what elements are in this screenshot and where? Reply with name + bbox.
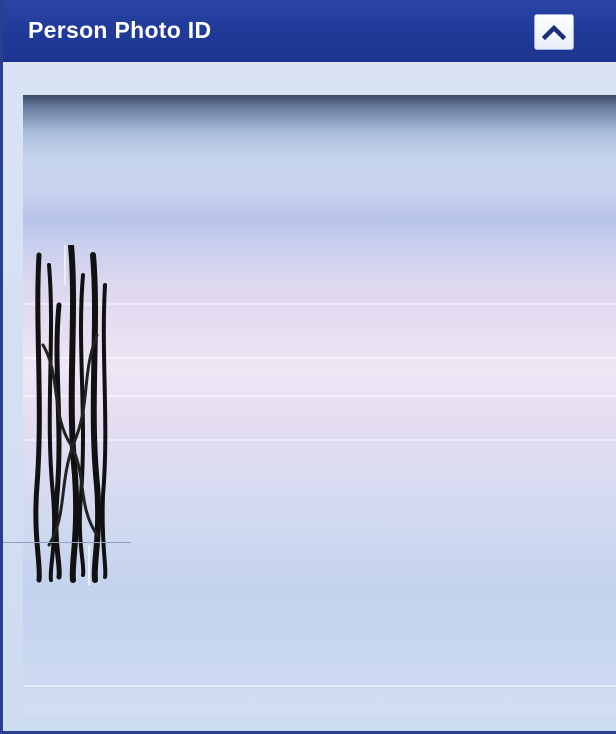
- panel-header: Person Photo ID: [3, 0, 616, 62]
- photo-dark-streaks: [33, 245, 108, 585]
- person-photo: [23, 95, 616, 715]
- panel-title: Person Photo ID: [28, 17, 212, 43]
- divider-line: [3, 542, 131, 543]
- photo-band: [23, 685, 616, 687]
- photo-band: [23, 439, 616, 441]
- photo-band: [23, 303, 616, 305]
- photo-band: [23, 357, 616, 359]
- chevron-up-icon: [542, 24, 566, 41]
- photo-band: [23, 395, 616, 397]
- collapse-button[interactable]: [534, 14, 574, 50]
